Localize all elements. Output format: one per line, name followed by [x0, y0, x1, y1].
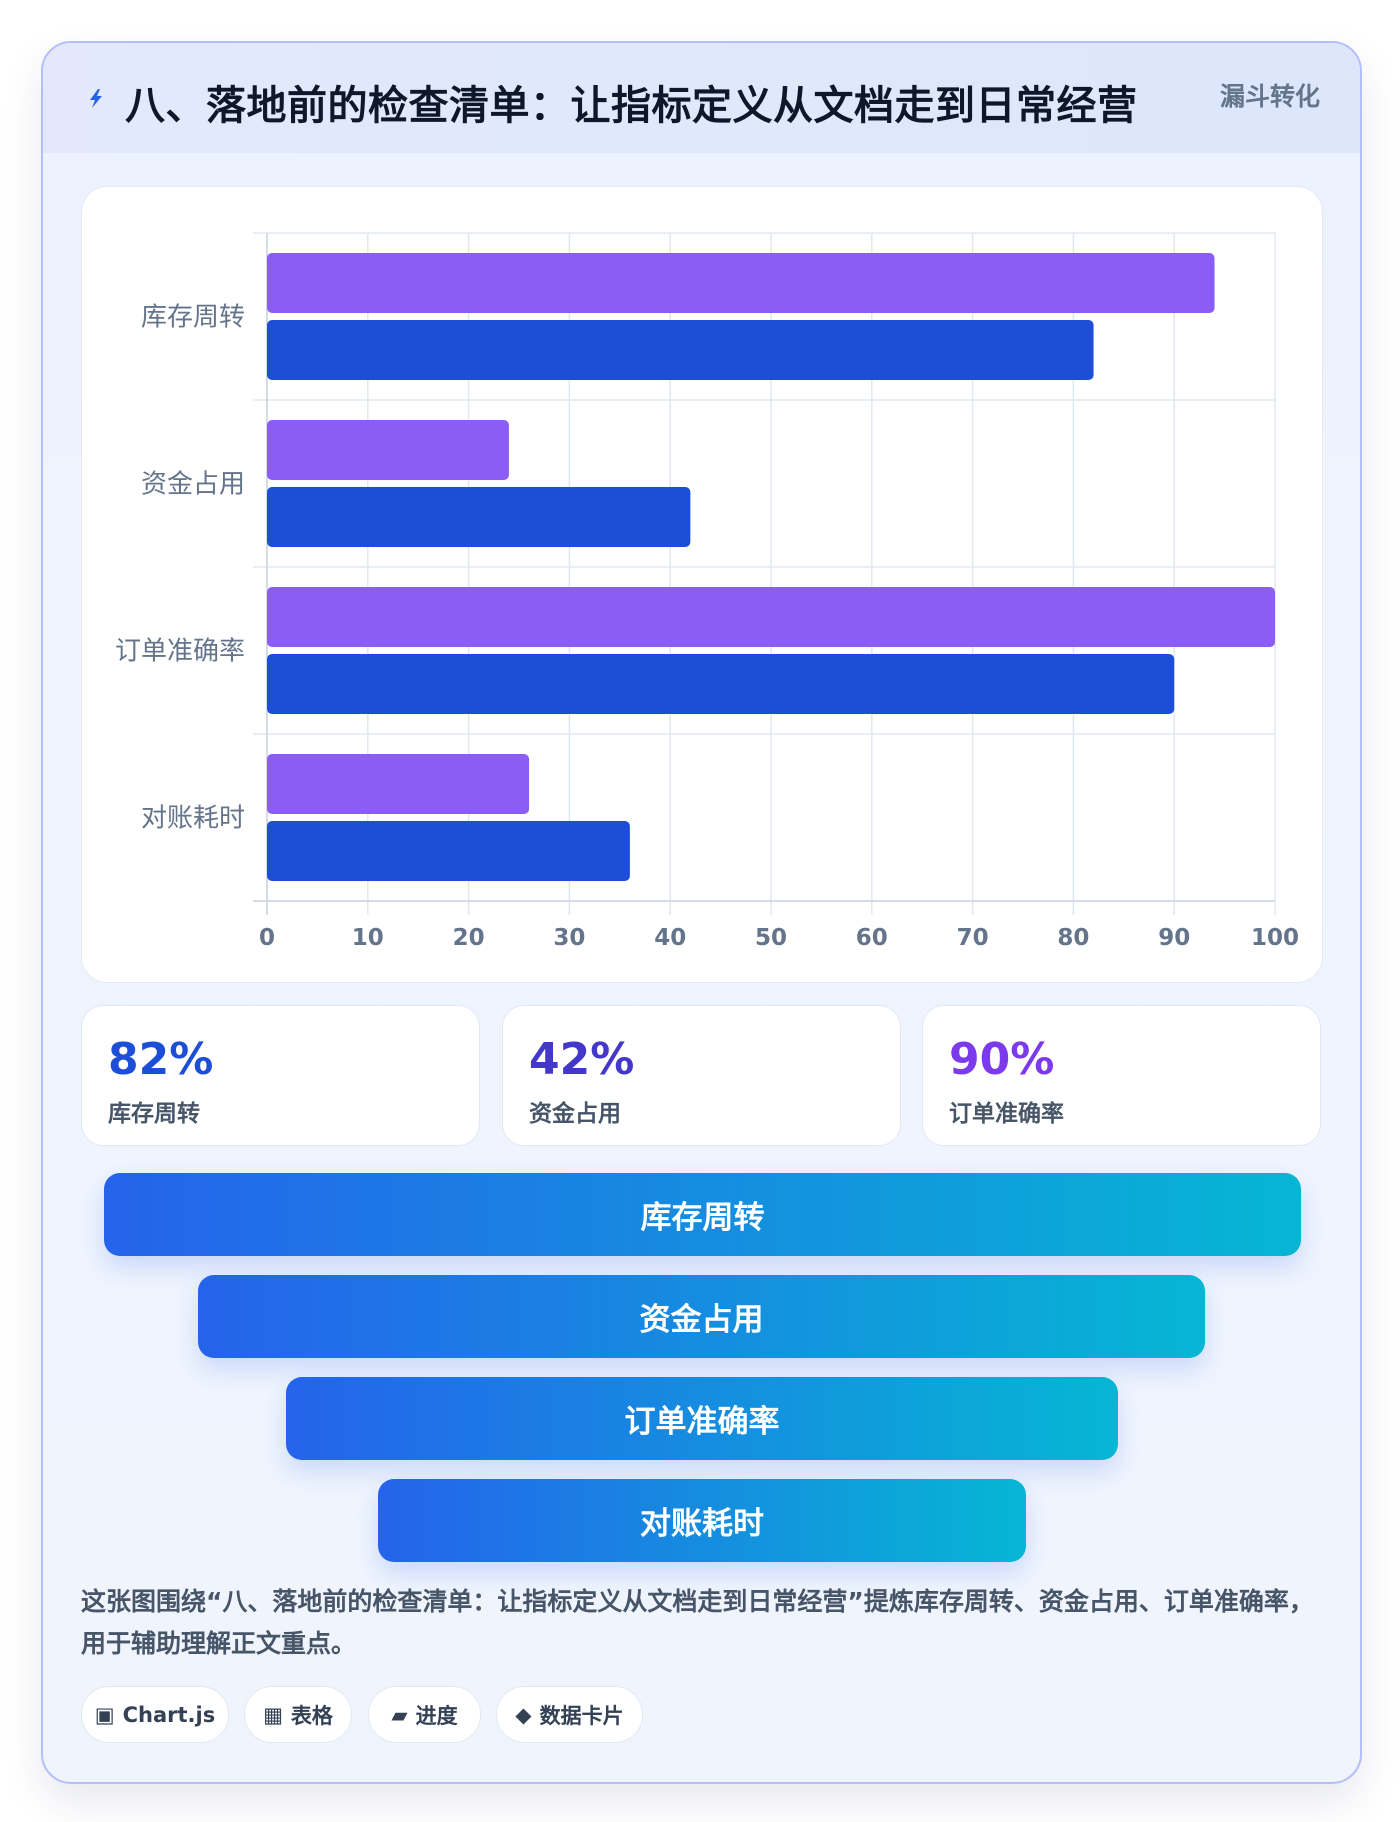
bar — [267, 420, 509, 480]
chip-chartjs[interactable]: ▣ Chart.js — [81, 1686, 229, 1743]
x-tick-label: 40 — [654, 925, 686, 951]
bar — [267, 253, 1215, 313]
funnel-stage-4: 对账耗时 — [378, 1479, 1026, 1562]
main-card: 八、落地前的检查清单：让指标定义从文档走到日常经营 漏斗转化 库存周转 资金占用订… — [41, 41, 1362, 1784]
x-tick-label: 100 — [1251, 925, 1299, 951]
x-tick-label: 0 — [259, 925, 275, 951]
chip-data-card[interactable]: ◆ 数据卡片 — [496, 1686, 643, 1743]
chip-label: Chart.js — [122, 1702, 216, 1727]
chart-description: 这张图围绕“八、落地前的检查清单：让指标定义从文档走到日常经营”提炼库存周转、资… — [81, 1587, 1314, 1658]
stat-card-2: 42% 资金占用 — [502, 1005, 901, 1146]
category-tag: 漏斗转化 — [1219, 82, 1320, 111]
lightning-icon — [90, 89, 102, 108]
x-tick-label: 20 — [453, 925, 485, 951]
card-header: 八、落地前的检查清单：让指标定义从文档走到日常经营 漏斗转化 — [43, 43, 1360, 153]
chart-icon: ▣ — [94, 1702, 115, 1727]
chip-table[interactable]: ▦ 表格 — [244, 1686, 352, 1743]
stat-label: 订单准确率 — [949, 1101, 1064, 1127]
chart-panel: 库存周转资金占用订单准确率对账耗时 0 10 20 30 40 50 60 70 80 90 100 — [81, 186, 1323, 983]
page-title: 八、落地前的检查清单：让指标定义从文档走到日常经营 — [125, 83, 1138, 129]
x-tick-label: 90 — [1158, 925, 1190, 951]
funnel-stage-2: 资金占用 — [198, 1275, 1205, 1358]
stat-value: 90% — [949, 1034, 1055, 1085]
chip-label: 表格 — [290, 1703, 333, 1728]
table-icon: ▦ — [263, 1702, 283, 1727]
bar — [267, 587, 1275, 647]
bar — [267, 320, 1094, 380]
card-icon: ◆ — [515, 1702, 532, 1727]
x-tick-label: 80 — [1057, 925, 1089, 951]
x-tick-label: 10 — [352, 925, 384, 951]
funnel-stage-1: 库存周转 — [104, 1173, 1301, 1256]
chip-label: 进度 — [415, 1703, 458, 1728]
progress-icon: ▰ — [391, 1702, 408, 1727]
chip-progress[interactable]: ▰ 进度 — [368, 1686, 481, 1743]
y-tick-label: 库存周转 — [141, 303, 245, 333]
stat-card-3: 90% 订单准确率 — [922, 1005, 1321, 1146]
chip-label: 数据卡片 — [539, 1703, 624, 1728]
stat-value: 82% — [108, 1034, 214, 1085]
funnel-stage-3: 订单准确率 — [286, 1377, 1118, 1460]
x-tick-label: 60 — [856, 925, 888, 951]
bar — [267, 654, 1175, 714]
y-tick-label: 订单准确率 — [115, 637, 245, 667]
x-tick-label: 70 — [957, 925, 989, 951]
bar — [267, 821, 630, 881]
x-tick-label: 30 — [553, 925, 585, 951]
bar — [267, 487, 691, 547]
stat-value: 42% — [529, 1034, 635, 1085]
x-tick-label: 50 — [755, 925, 787, 951]
stat-card-1: 82% 库存周转 — [81, 1005, 480, 1146]
bar — [267, 754, 530, 814]
stat-label: 资金占用 — [529, 1101, 621, 1127]
y-tick-label: 对账耗时 — [141, 804, 245, 834]
y-tick-label: 资金占用 — [141, 470, 245, 500]
stat-label: 库存周转 — [108, 1101, 200, 1127]
